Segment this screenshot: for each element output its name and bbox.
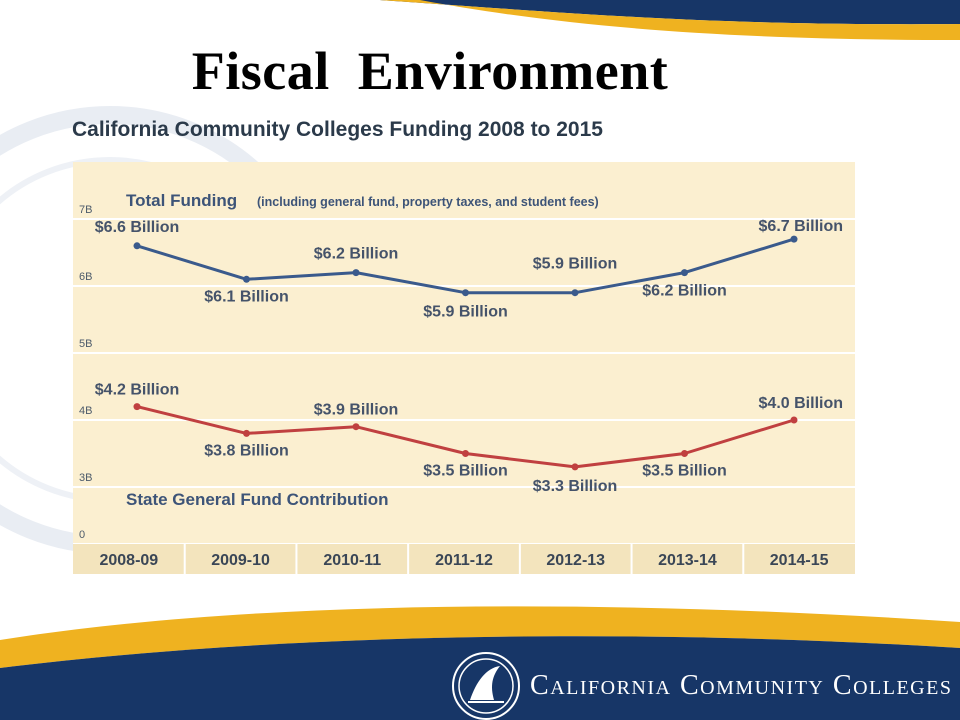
data-point: [571, 289, 579, 297]
x-axis-strip: [73, 544, 855, 574]
data-label: $5.9 Billion: [533, 256, 617, 273]
y-tick-label: 5B: [79, 338, 92, 350]
x-tick-label: 2012-13: [546, 552, 605, 569]
data-point: [790, 235, 798, 243]
y-tick-label: 0: [79, 529, 85, 541]
series-name-total-funding: Total Funding: [126, 191, 237, 210]
x-tick-label: 2009-10: [211, 552, 270, 569]
y-tick-label: 3B: [79, 472, 92, 484]
slide-title: Fiscal Environment: [191, 41, 669, 101]
series-note-total-funding: (including general fund, property taxes,…: [257, 195, 599, 209]
organization-name: CALIFORNIA COMMUNITY COLLEGES: [530, 670, 952, 702]
data-label: $3.5 Billion: [642, 463, 726, 480]
top-navy-band: [0, 0, 960, 25]
data-label: $6.2 Billion: [314, 246, 398, 263]
data-point: [462, 289, 469, 297]
funding-line-chart: 0 3B 4B 5B 6B 7B Total Funding (including gene…: [73, 191, 855, 574]
data-point: [133, 403, 141, 411]
data-label: $4.2 Billion: [95, 382, 179, 399]
organization-word: COLLEGES: [832, 670, 953, 701]
organization-word: CALIFORNIA: [530, 670, 672, 701]
data-label: $6.1 Billion: [204, 288, 288, 305]
x-tick-label: 2011-12: [435, 552, 493, 569]
series-name-state-general-fund: State General Fund Contribution: [126, 490, 389, 509]
chart-panel: 0 3B 4B 5B 6B 7B Total Funding (including gene…: [73, 162, 855, 574]
data-point: [243, 275, 250, 283]
data-label: $6.2 Billion: [642, 283, 726, 300]
chart-title: California Community Colleges Funding 20…: [72, 118, 603, 141]
data-label: $3.9 Billion: [314, 402, 398, 419]
data-point: [571, 463, 579, 471]
top-gold-swoosh: [380, 0, 960, 40]
data-point: [243, 429, 250, 437]
x-tick-label: 2013-14: [658, 552, 717, 569]
y-tick-label: 4B: [79, 405, 92, 417]
data-label: $6.6 Billion: [95, 219, 179, 236]
footer-seal-icon: [452, 652, 520, 720]
data-label: $3.8 Billion: [204, 442, 288, 459]
data-label: $6.7 Billion: [759, 218, 843, 235]
data-label: $5.9 Billion: [423, 304, 507, 321]
data-point: [352, 269, 360, 277]
bottom-gold-swoosh: [0, 606, 960, 668]
data-label: $4.0 Billion: [759, 395, 843, 412]
data-point: [462, 450, 469, 457]
data-point: [352, 423, 360, 431]
x-tick-label: 2008-09: [99, 552, 158, 569]
y-tick-label: 6B: [79, 271, 92, 283]
data-label: $3.5 Billion: [423, 463, 507, 480]
x-tick-label: 2014-15: [770, 552, 829, 569]
data-point: [133, 242, 141, 250]
data-point: [681, 269, 688, 277]
data-point: [790, 416, 798, 424]
x-tick-label: 2010-11: [323, 552, 381, 569]
organization-word: COMMUNITY: [679, 670, 825, 701]
data-label: $3.3 Billion: [533, 478, 617, 495]
data-point: [681, 450, 688, 457]
y-tick-label: 7B: [79, 204, 92, 216]
